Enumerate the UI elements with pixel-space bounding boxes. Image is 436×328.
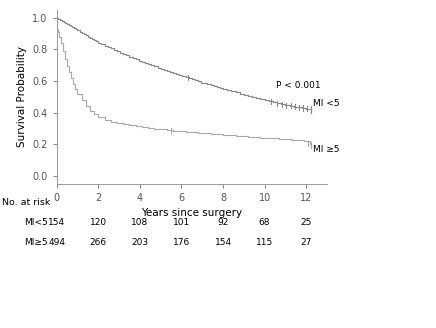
Text: 176: 176 xyxy=(173,238,190,247)
Text: MI≥5: MI≥5 xyxy=(24,238,48,247)
Text: MI<5: MI<5 xyxy=(24,218,48,227)
Text: 92: 92 xyxy=(217,218,229,227)
X-axis label: Years since surgery: Years since surgery xyxy=(141,208,242,218)
Text: 101: 101 xyxy=(173,218,190,227)
Text: MI ≥5: MI ≥5 xyxy=(313,145,340,154)
Text: 27: 27 xyxy=(300,238,312,247)
Text: 266: 266 xyxy=(90,238,107,247)
Y-axis label: Survival Probability: Survival Probability xyxy=(17,46,27,147)
Text: 154: 154 xyxy=(48,218,65,227)
Text: 154: 154 xyxy=(215,238,232,247)
Text: 115: 115 xyxy=(256,238,273,247)
Text: No. at risk: No. at risk xyxy=(2,198,51,207)
Text: 120: 120 xyxy=(90,218,107,227)
Text: 494: 494 xyxy=(48,238,65,247)
Text: P < 0.001: P < 0.001 xyxy=(276,81,321,90)
Text: 203: 203 xyxy=(131,238,148,247)
Text: 25: 25 xyxy=(300,218,312,227)
Text: MI <5: MI <5 xyxy=(313,99,340,108)
Text: 108: 108 xyxy=(131,218,149,227)
Text: 68: 68 xyxy=(259,218,270,227)
